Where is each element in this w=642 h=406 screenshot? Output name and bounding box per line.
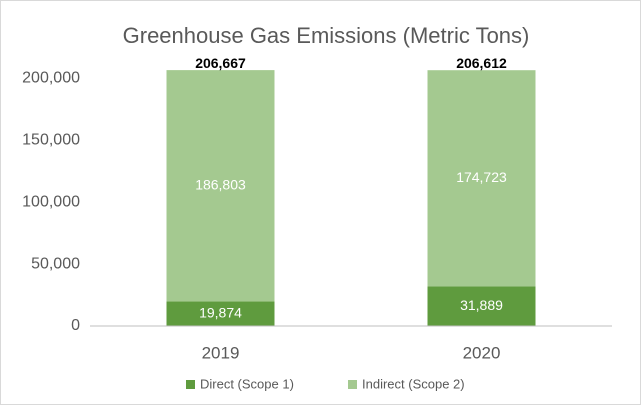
legend-label: Indirect (Scope 2): [362, 376, 465, 391]
x-tick-label: 2020: [463, 343, 501, 362]
bar-segment: [166, 301, 275, 326]
y-tick-label: 200,000: [22, 70, 80, 87]
legend-swatch: [186, 380, 195, 389]
total-label: 206,612: [456, 55, 507, 71]
legend-swatch: [348, 380, 357, 389]
data-label: 186,803: [195, 176, 246, 192]
y-tick-label: 0: [71, 317, 80, 334]
data-label: 19,874: [199, 304, 242, 320]
chart-title: Greenhouse Gas Emissions (Metric Tons): [123, 23, 530, 48]
bar-segment: [427, 286, 536, 326]
data-label: 31,889: [460, 297, 503, 313]
data-label: 174,723: [456, 169, 507, 185]
total-label: 206,667: [195, 55, 246, 71]
x-tick-label: 2019: [202, 343, 240, 362]
bar-segment: [166, 70, 275, 302]
legend-label: Direct (Scope 1): [200, 376, 294, 391]
y-tick-label: 100,000: [22, 193, 80, 210]
bar-segment: [427, 70, 536, 287]
y-tick-label: 50,000: [31, 255, 80, 272]
y-tick-label: 150,000: [22, 132, 80, 149]
